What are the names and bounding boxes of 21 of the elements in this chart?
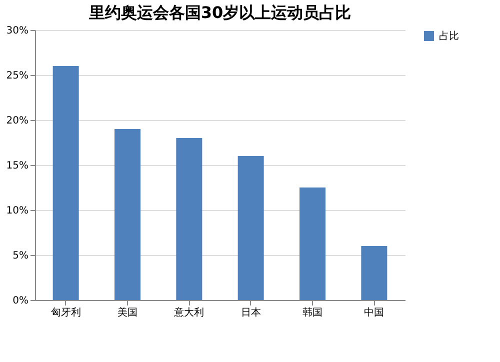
x-tick-label: 意大利 [173, 306, 204, 318]
bar [52, 66, 79, 300]
bar [176, 138, 202, 300]
x-tick-label: 韩国 [302, 306, 322, 318]
x-tick-label: 匈牙利 [50, 306, 81, 318]
bar [300, 188, 326, 300]
y-tick-label: 5% [12, 250, 28, 262]
y-tick-label: 30% [6, 26, 28, 36]
x-tick-label: 中国 [364, 306, 384, 318]
y-tick-label: 15% [6, 160, 28, 172]
legend-label: 占比 [439, 30, 459, 42]
chart-title: 里约奥运会各国30岁以上运动员占比 [88, 3, 352, 22]
y-tick-label: 20% [6, 116, 28, 126]
bar [114, 129, 140, 300]
bar [238, 156, 264, 300]
x-tick-label: 美国 [118, 306, 138, 318]
x-tick-label: 日本 [240, 306, 261, 318]
y-tick-label: 10% [6, 206, 28, 216]
y-tick-label: 25% [6, 70, 28, 82]
y-tick-label: 0% [12, 296, 28, 306]
bar [361, 246, 388, 300]
